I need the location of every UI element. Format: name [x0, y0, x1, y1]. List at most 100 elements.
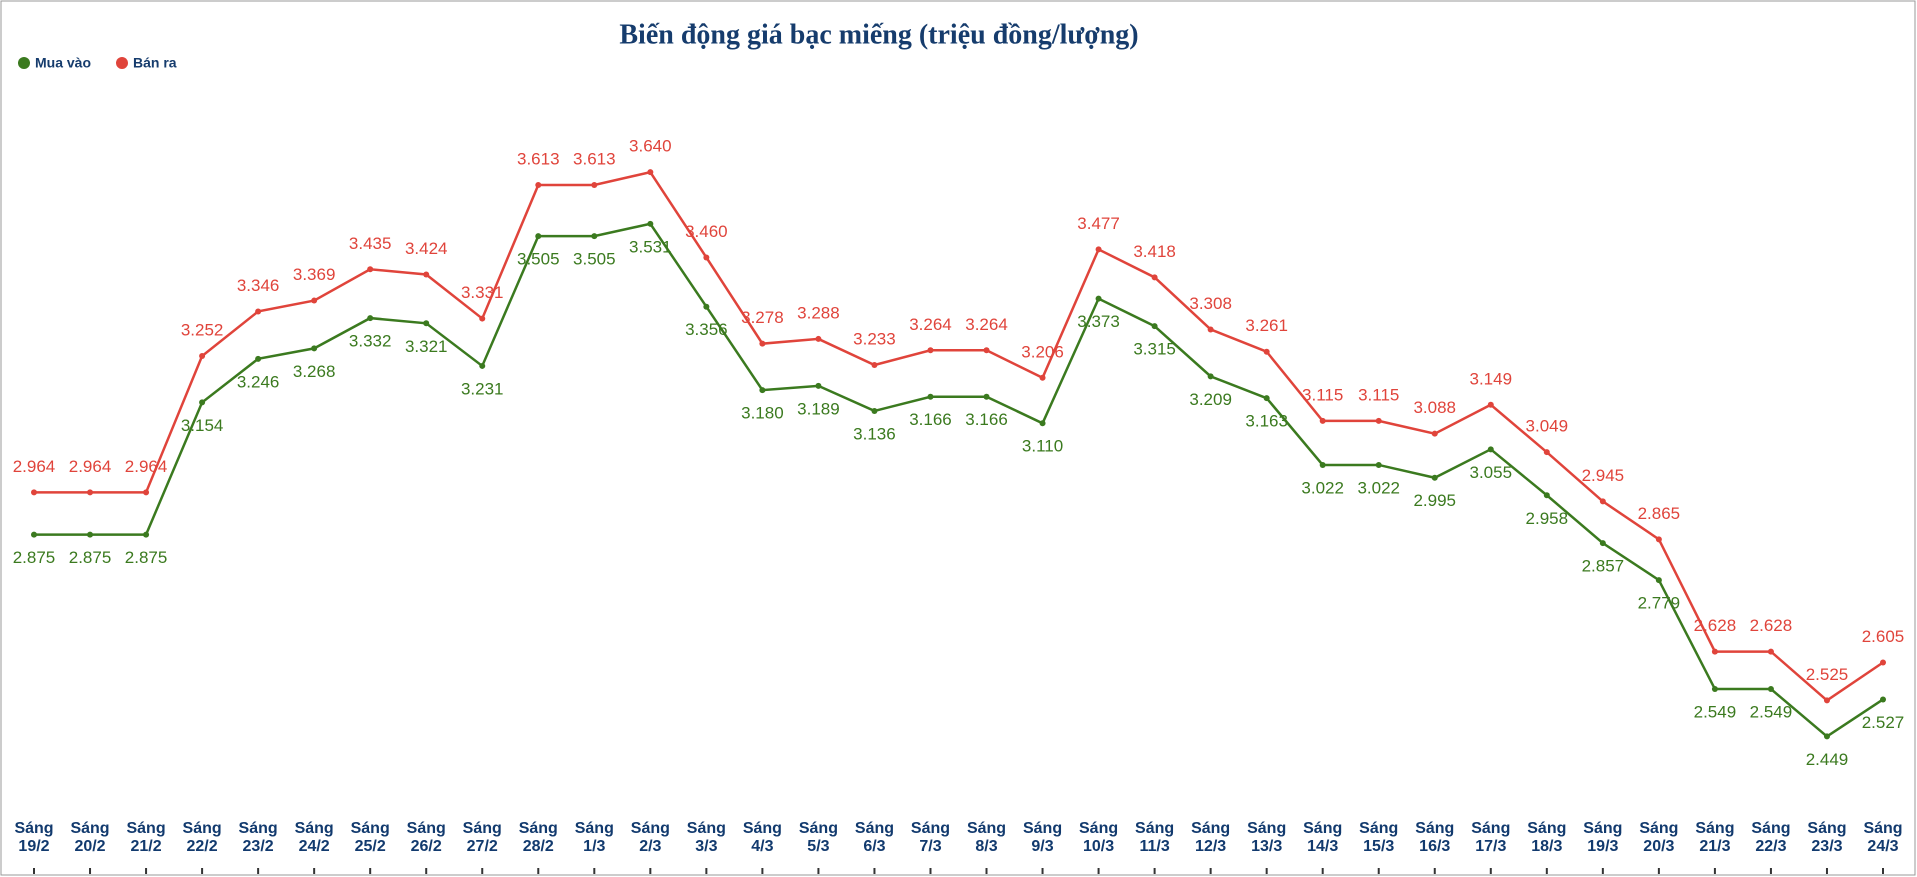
x-tick-label: Sáng 24/3: [1863, 820, 1903, 855]
point: [983, 347, 990, 354]
value-label: 2.525: [1806, 665, 1849, 684]
value-label: 3.163: [1245, 412, 1288, 431]
point: [199, 352, 206, 359]
point: [367, 266, 374, 273]
value-label: 2.964: [125, 457, 168, 476]
value-label: 3.115: [1358, 385, 1399, 404]
point: [927, 347, 934, 354]
value-label: 2.865: [1638, 504, 1681, 523]
point: [871, 407, 878, 414]
point: [1263, 348, 1270, 355]
value-label: 3.055: [1470, 463, 1513, 482]
point: [423, 271, 430, 278]
x-tick-label: Sáng 22/3: [1751, 820, 1791, 855]
legend-label: Mua vào: [35, 55, 91, 71]
value-label: 3.613: [573, 149, 616, 168]
value-label: 3.206: [1021, 342, 1064, 361]
point: [87, 531, 94, 538]
value-label: 3.261: [1245, 316, 1288, 335]
value-label: 3.246: [237, 372, 280, 391]
x-tick-label: Sáng 25/2: [350, 820, 390, 855]
point: [87, 489, 94, 496]
point: [647, 169, 654, 176]
point: [1095, 295, 1102, 302]
x-tick-label: Sáng 20/3: [1639, 820, 1679, 855]
value-label: 2.549: [1750, 703, 1793, 722]
point: [1767, 648, 1774, 655]
point: [1823, 733, 1830, 740]
point: [1319, 417, 1326, 424]
value-label: 3.460: [685, 222, 728, 241]
value-label: 2.958: [1526, 509, 1569, 528]
x-tick-label: Sáng 24/2: [294, 820, 334, 855]
x-tick-label: Sáng 14/3: [1303, 820, 1343, 855]
point: [1039, 420, 1046, 427]
value-label: 3.264: [909, 315, 952, 334]
value-label: 3.022: [1301, 478, 1344, 497]
point: [143, 489, 150, 496]
point: [311, 297, 318, 304]
value-label: 2.995: [1413, 491, 1456, 510]
point: [1543, 492, 1550, 499]
value-label: 3.022: [1357, 478, 1400, 497]
value-label: 3.531: [629, 237, 672, 256]
point: [1711, 686, 1718, 693]
point: [1151, 274, 1158, 281]
value-label: 3.424: [405, 239, 448, 258]
x-tick-label: Sáng 5/3: [798, 820, 838, 855]
value-label: 2.779: [1638, 594, 1681, 613]
point: [1095, 246, 1102, 253]
point: [1711, 648, 1718, 655]
x-tick-label: Sáng 22/2: [182, 820, 222, 855]
point: [703, 303, 710, 310]
point: [1487, 401, 1494, 408]
value-label: 3.268: [293, 362, 336, 381]
x-tick-label: Sáng 9/3: [1022, 820, 1063, 855]
x-tick-label: Sáng 23/3: [1807, 820, 1847, 855]
point: [423, 320, 430, 327]
value-label: 3.288: [797, 303, 840, 322]
value-label: 3.278: [741, 308, 784, 327]
value-label: 3.640: [629, 137, 672, 156]
value-label: 3.418: [1133, 242, 1176, 261]
point: [759, 340, 766, 347]
point: [367, 315, 374, 322]
point: [871, 361, 878, 368]
value-label: 3.321: [405, 337, 448, 356]
point: [927, 393, 934, 400]
x-tick-label: Sáng 10/3: [1079, 820, 1119, 855]
point: [199, 399, 206, 406]
point: [983, 393, 990, 400]
value-label: 2.875: [125, 548, 168, 567]
point: [1375, 417, 1382, 424]
value-label: 3.435: [349, 234, 392, 253]
point: [1880, 659, 1886, 666]
point: [1487, 446, 1494, 453]
x-tick-label: Sáng 18/3: [1527, 820, 1567, 855]
value-label: 3.356: [685, 320, 728, 339]
value-label: 2.857: [1582, 557, 1625, 576]
point: [1880, 696, 1886, 703]
point: [479, 362, 486, 369]
point: [1543, 449, 1550, 456]
point: [311, 345, 318, 352]
value-label: 3.149: [1470, 369, 1513, 388]
series-line: [34, 222, 1884, 738]
value-label: 3.233: [853, 329, 896, 348]
value-label: 3.110: [1022, 437, 1063, 456]
point: [1655, 577, 1662, 584]
point: [255, 308, 262, 315]
value-label: 2.549: [1694, 703, 1737, 722]
value-label: 2.875: [13, 548, 56, 567]
x-tick-label: Sáng 23/2: [238, 820, 278, 855]
point: [535, 233, 542, 240]
value-label: 3.166: [909, 410, 952, 429]
point: [1599, 540, 1606, 547]
point: [591, 181, 598, 188]
value-label: 3.373: [1077, 312, 1120, 331]
value-label: 2.945: [1582, 466, 1625, 485]
point: [1207, 373, 1214, 380]
x-tick-label: Sáng 28/2: [518, 820, 558, 855]
x-tick-label: Sáng 6/3: [854, 820, 895, 855]
